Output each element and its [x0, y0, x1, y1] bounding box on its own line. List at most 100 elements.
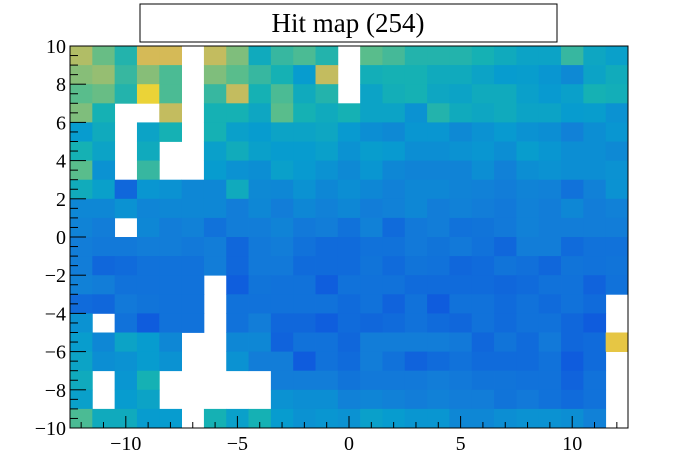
- heatmap-cell: [181, 217, 205, 238]
- heatmap-cell: [494, 65, 517, 85]
- heatmap-cell: [136, 46, 160, 66]
- heatmap-cell: [114, 84, 138, 104]
- heatmap-cell: [293, 160, 316, 181]
- heatmap-cell: [471, 408, 495, 429]
- heatmap-cell: [516, 122, 540, 142]
- heatmap-cell: [382, 179, 406, 200]
- heatmap-cell: [70, 408, 93, 429]
- heatmap-cell: [583, 122, 607, 142]
- heatmap-cell: [270, 389, 294, 410]
- heatmap-cell: [248, 237, 272, 257]
- heatmap-cell: [561, 351, 584, 372]
- heatmap-cell: [471, 103, 495, 123]
- heatmap-cell: [136, 217, 160, 238]
- heatmap-cell: [561, 198, 584, 219]
- heatmap-cell: [92, 122, 116, 142]
- heatmap-cell: [561, 122, 584, 142]
- heatmap-cell: [315, 198, 339, 219]
- heatmap-cell: [114, 313, 138, 333]
- heatmap-cell: [382, 217, 406, 238]
- heatmap-cell: [538, 351, 562, 372]
- heatmap-cell: [471, 256, 495, 276]
- heatmap-cell: [337, 217, 361, 238]
- heatmap-cell: [159, 122, 182, 142]
- heatmap-cell: [92, 179, 116, 200]
- heatmap-cell: [92, 198, 116, 219]
- heatmap-cell: [203, 256, 227, 276]
- heatmap-cell: [337, 141, 361, 161]
- heatmap-cell: [382, 351, 406, 372]
- heatmap-cell: [516, 389, 540, 410]
- heatmap-cell: [315, 122, 339, 142]
- heatmap-cell: [382, 122, 406, 142]
- heatmap-cell: [538, 46, 562, 66]
- heatmap-cell: [360, 313, 383, 333]
- heatmap-cell: [494, 408, 517, 429]
- heatmap-cell: [382, 294, 406, 314]
- heatmap-cell: [404, 332, 428, 352]
- heatmap-cell: [516, 313, 540, 333]
- heatmap-cell: [404, 84, 428, 104]
- y-tick-label: −6: [45, 342, 66, 364]
- heatmap-cell: [248, 275, 272, 295]
- heatmap-cell: [471, 294, 495, 314]
- heatmap-cell: [270, 217, 294, 238]
- heatmap-cell: [293, 179, 316, 200]
- heatmap-cell: [293, 389, 316, 410]
- heatmap-cell: [382, 370, 406, 391]
- heatmap-cell: [449, 198, 473, 219]
- heatmap-cell: [114, 198, 138, 219]
- heatmap-cell: [226, 122, 249, 142]
- heatmap-cell: [494, 141, 517, 161]
- heatmap-cell: [583, 103, 607, 123]
- heatmap-cell: [337, 237, 361, 257]
- heatmap-cell: [494, 389, 517, 410]
- heatmap-cell: [561, 217, 584, 238]
- heatmap-cell: [70, 160, 93, 181]
- heatmap-cell: [315, 275, 339, 295]
- heatmap-cell: [226, 46, 249, 66]
- heatmap-cell: [226, 237, 249, 257]
- heatmap-cell: [561, 65, 584, 85]
- heatmap-cell: [583, 294, 607, 314]
- heatmap-cell: [494, 294, 517, 314]
- heatmap-cell: [382, 313, 406, 333]
- heatmap-cell: [382, 141, 406, 161]
- heatmap-cell: [203, 217, 227, 238]
- heatmap-cell: [516, 160, 540, 181]
- heatmap-cell: [114, 179, 138, 200]
- heatmap-cell: [203, 84, 227, 104]
- heatmap-cell: [360, 389, 383, 410]
- heatmap-cell: [471, 351, 495, 372]
- heatmap-cell: [70, 389, 93, 410]
- heatmap-cell: [382, 408, 406, 429]
- heatmap-cell: [92, 217, 116, 238]
- heatmap-cell: [181, 313, 205, 333]
- heatmap-cell: [494, 198, 517, 219]
- heatmap-cell: [159, 198, 182, 219]
- heatmap-cell: [136, 294, 160, 314]
- heatmap-cell: [605, 103, 629, 123]
- heatmap-cell: [293, 65, 316, 85]
- heatmap-cell: [404, 160, 428, 181]
- heatmap-cell: [270, 256, 294, 276]
- heatmap-cell: [538, 275, 562, 295]
- heatmap-cell: [561, 275, 584, 295]
- heatmap-cell: [159, 103, 182, 123]
- heatmap-cell: [248, 122, 272, 142]
- heatmap-cell: [70, 275, 93, 295]
- heatmap-cell: [538, 237, 562, 257]
- heatmap-cell: [114, 332, 138, 352]
- heatmap-cell: [583, 256, 607, 276]
- heatmap-cell: [315, 332, 339, 352]
- y-tick-label: 4: [56, 151, 66, 173]
- y-tick-label: 8: [56, 74, 66, 96]
- heatmap-cell: [382, 332, 406, 352]
- heatmap-cell: [315, 237, 339, 257]
- heatmap-cell: [293, 332, 316, 352]
- heatmap-cell: [427, 160, 450, 181]
- heatmap-cell: [360, 332, 383, 352]
- y-tick-label: 0: [56, 227, 66, 249]
- heatmap-cell: [315, 389, 339, 410]
- heatmap-cell: [360, 122, 383, 142]
